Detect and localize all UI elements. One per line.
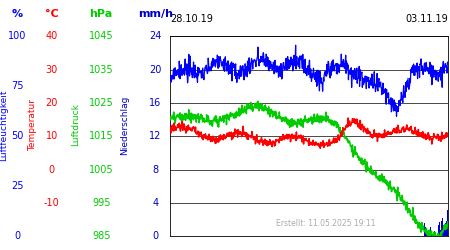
Bar (441, 226, 442, 236)
Bar (424, 222, 425, 236)
Text: 12: 12 (149, 131, 162, 141)
Text: Luftdruck: Luftdruck (71, 104, 80, 146)
Text: 25: 25 (11, 181, 23, 191)
Text: %: % (12, 9, 22, 19)
Bar (434, 233, 435, 236)
Bar (440, 220, 441, 236)
Text: -10: -10 (44, 198, 59, 208)
Bar (438, 225, 439, 236)
Bar (430, 227, 431, 236)
Text: 10: 10 (45, 131, 58, 141)
Bar (428, 232, 429, 236)
Text: Temperatur: Temperatur (28, 99, 37, 151)
Text: 28.10.19: 28.10.19 (170, 14, 213, 24)
Text: 1035: 1035 (89, 64, 113, 74)
Text: 40: 40 (45, 31, 58, 41)
Bar (431, 233, 432, 236)
Text: mm/h: mm/h (138, 9, 173, 19)
Text: 1015: 1015 (89, 131, 113, 141)
Bar (432, 234, 433, 236)
Text: 0: 0 (14, 231, 20, 241)
Text: 50: 50 (11, 131, 23, 141)
Text: Erstellt: 11.05.2025 19:11: Erstellt: 11.05.2025 19:11 (275, 219, 375, 228)
Text: 4: 4 (152, 198, 158, 208)
Bar (439, 222, 440, 236)
Text: 0: 0 (152, 231, 158, 241)
Text: 75: 75 (11, 81, 23, 91)
Bar (442, 218, 443, 236)
Text: 30: 30 (45, 64, 58, 74)
Text: 24: 24 (149, 31, 162, 41)
Bar (443, 225, 444, 236)
Bar (429, 233, 430, 236)
Bar (434, 231, 435, 236)
Bar (433, 235, 434, 236)
Text: Luftfeuchtigkeit: Luftfeuchtigkeit (0, 89, 8, 161)
Text: 20: 20 (45, 98, 58, 108)
Text: °C: °C (45, 9, 58, 19)
Text: 1045: 1045 (89, 31, 113, 41)
Bar (437, 233, 438, 236)
Text: 8: 8 (152, 164, 158, 174)
Text: 03.11.19: 03.11.19 (405, 14, 448, 24)
Text: 995: 995 (92, 198, 111, 208)
Text: 0: 0 (49, 164, 55, 174)
Bar (437, 234, 438, 236)
Text: 16: 16 (149, 98, 162, 108)
Text: 100: 100 (8, 31, 26, 41)
Bar (447, 210, 448, 236)
Text: 1005: 1005 (89, 164, 113, 174)
Text: 1025: 1025 (89, 98, 113, 108)
Bar (447, 230, 448, 236)
Bar (425, 228, 426, 236)
Text: hPa: hPa (90, 9, 113, 19)
Bar (444, 228, 445, 236)
Bar (444, 228, 445, 236)
Text: Niederschlag: Niederschlag (121, 95, 130, 155)
Bar (445, 224, 446, 236)
Bar (446, 221, 447, 236)
Text: 20: 20 (149, 64, 162, 74)
Text: 985: 985 (92, 231, 111, 241)
